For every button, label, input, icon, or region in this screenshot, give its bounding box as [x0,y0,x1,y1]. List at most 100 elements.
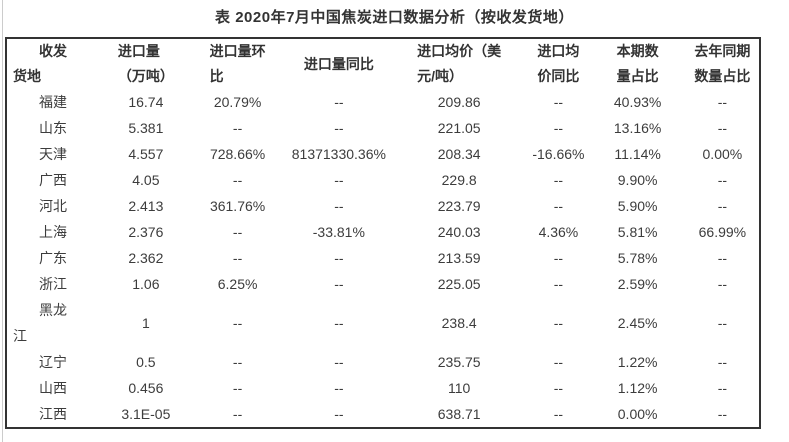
table-row: 河北 2.413 361.76% -- 223.79 -- 5.90% -- [6,193,760,219]
table-row: 辽宁 0.5 -- -- 235.75 -- 1.22% -- [6,349,760,375]
cell-prior_year_share: 0.00% [702,146,743,162]
cell-volume_yoy: 81371330.36% [291,146,386,162]
cell-region: 天津 [39,146,67,162]
cell-avg_price_usd_per_ton: 225.05 [437,276,481,292]
cell-current_share: 0.00% [617,406,658,422]
col-header-volume-mom: 进口量环 比 [188,38,286,89]
cell-prior_year_share: -- [717,172,728,188]
cell-avg_price_usd_per_ton: 213.59 [437,250,481,266]
table-body: 福建 16.74 20.79% -- 209.86 -- 40.93% -- 山东 5.381 --… [6,89,760,428]
cell-price_yoy: -16.66% [532,146,585,162]
cell-import_volume_10kt: 4.557 [128,146,164,162]
cell-volume_yoy: -- [334,172,344,188]
cell-avg_price_usd_per_ton: 221.05 [437,120,481,136]
cell-region: 江西 [39,406,67,422]
table-row: 福建 16.74 20.79% -- 209.86 -- 40.93% -- [6,89,760,115]
cell-volume_mom: 728.66% [209,146,266,162]
cell-current_share: 5.81% [617,224,658,240]
cell-current_share: 5.90% [617,198,658,214]
col-header-current-share: 本期数 量占比 [590,38,686,89]
cell-prior_year_share: -- [717,406,728,422]
cell-import_volume_10kt: 5.381 [128,120,164,136]
cell-price_yoy: 4.36% [538,224,579,240]
col-header-volume-yoy-label: 进口量同比 [303,55,374,72]
cell-region: 黑龙 江 [13,302,67,344]
cell-prior_year_share: -- [717,380,728,396]
cell-volume_mom: -- [232,315,243,331]
cell-volume_mom: -- [232,172,243,188]
cell-avg_price_usd_per_ton: 208.34 [437,146,481,162]
cell-current_share: 2.45% [617,315,658,331]
col-header-avg-price-label: 进口均价（美 元/吨） [417,43,502,84]
cell-volume_yoy: -33.81% [312,224,365,240]
col-header-volume-mom-label: 进口量环 比 [209,43,266,84]
cell-prior_year_share: 66.99% [698,224,747,240]
cell-avg_price_usd_per_ton: 229.8 [441,172,477,188]
cell-region: 辽宁 [39,354,67,370]
cell-import_volume_10kt: 0.5 [136,354,156,370]
cell-avg_price_usd_per_ton: 240.03 [437,224,481,240]
cell-import_volume_10kt: 2.413 [128,198,164,214]
cell-price_yoy: -- [553,354,564,370]
col-header-prior-year-share: 去年同期 数量占比 [686,38,760,89]
cell-volume_mom: 6.25% [217,276,258,292]
cell-import_volume_10kt: 0.456 [128,380,164,396]
cell-volume_mom: -- [232,120,243,136]
cell-volume_mom: -- [232,380,243,396]
cell-volume_yoy: -- [334,276,344,292]
cell-prior_year_share: -- [717,315,728,331]
col-header-price-yoy-label: 进口均 价同比 [537,43,580,84]
table-row: 江西 3.1E-05 -- -- 638.71 -- 0.00% -- [6,401,760,428]
cell-prior_year_share: -- [717,250,728,266]
col-header-prior-year-share-label: 去年同期 数量占比 [694,43,751,84]
cell-avg_price_usd_per_ton: 209.86 [437,94,481,110]
cell-price_yoy: -- [553,250,564,266]
col-header-import-volume: 进口量 （万吨） [103,38,188,89]
cell-volume_yoy: -- [334,198,344,214]
cell-current_share: 2.59% [617,276,658,292]
cell-price_yoy: -- [553,198,564,214]
cell-current_share: 5.78% [617,250,658,266]
cell-region: 福建 [39,94,67,110]
cell-import_volume_10kt: 1 [141,315,150,331]
cell-import_volume_10kt: 4.05 [132,172,160,188]
cell-region: 广东 [39,250,67,266]
cell-volume_mom: -- [232,250,243,266]
cell-current_share: 11.14% [614,146,661,162]
cell-prior_year_share: -- [717,276,728,292]
cell-volume_mom: -- [232,224,243,240]
cell-current_share: 9.90% [617,172,658,188]
cell-price_yoy: -- [553,120,564,136]
page-title: 表 2020年7月中国焦炭进口数据分析（按收发货地） [215,9,574,26]
page-edge-line [2,0,3,442]
cell-volume_yoy: -- [334,120,344,136]
cell-prior_year_share: -- [717,94,728,110]
cell-region: 浙江 [39,276,67,292]
cell-current_share: 1.22% [617,354,658,370]
col-header-import-volume-label: 进口量 （万吨） [117,43,174,84]
col-header-volume-yoy: 进口量同比 [287,38,391,89]
cell-import_volume_10kt: 1.06 [132,276,160,292]
cell-prior_year_share: -- [717,198,728,214]
cell-current_share: 40.93% [613,94,662,110]
cell-prior_year_share: -- [717,354,728,370]
cell-volume_yoy: -- [334,380,344,396]
cell-import_volume_10kt: 2.376 [128,224,164,240]
col-header-region: 收发 货地 [6,38,103,89]
table-row: 山东 5.381 -- -- 221.05 -- 13.16% -- [6,115,760,141]
cell-import_volume_10kt: 2.362 [128,250,164,266]
cell-region: 山东 [39,120,67,136]
table-row: 天津 4.557 728.66% 81371330.36% 208.34 -16.66% 1… [6,141,760,167]
cell-volume_mom: -- [232,354,243,370]
cell-avg_price_usd_per_ton: 238.4 [441,315,477,331]
cell-current_share: 1.12% [617,380,658,396]
col-header-avg-price: 进口均价（美 元/吨） [391,38,527,89]
cell-volume_mom: 20.79% [213,94,262,110]
cell-avg_price_usd_per_ton: 235.75 [437,354,481,370]
cell-avg_price_usd_per_ton: 223.79 [437,198,481,214]
table-row: 广东 2.362 -- -- 213.59 -- 5.78% -- [6,245,760,271]
cell-import_volume_10kt: 3.1E-05 [121,406,171,422]
cell-current_share: 13.16% [613,120,662,136]
cell-price_yoy: -- [553,172,564,188]
import-data-table: 收发 货地 进口量 （万吨） 进口量环 比 进口量同比 进口均价（美 元/吨） … [5,37,761,429]
